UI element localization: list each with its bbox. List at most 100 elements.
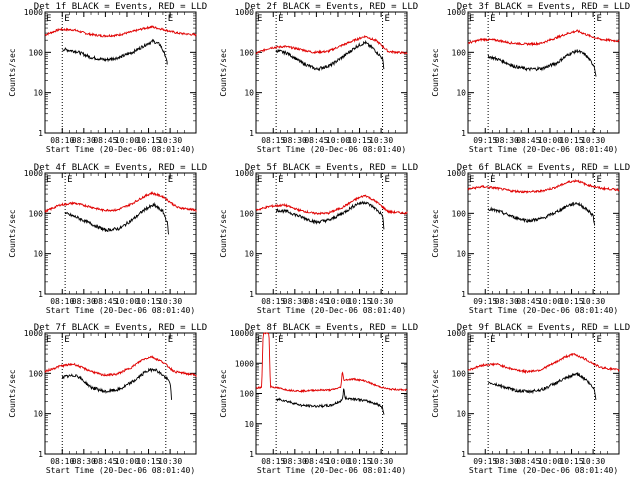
- x-tick-label: 10:30: [158, 457, 182, 466]
- x-tick-label: 10:00: [115, 297, 139, 306]
- x-tick-label: 10:15: [347, 457, 371, 466]
- x-tick-label: 08:45: [93, 297, 117, 306]
- x-tick-label: 10:30: [158, 136, 182, 145]
- y-tick-label: 1000: [24, 8, 43, 17]
- plot-frame: [44, 172, 197, 295]
- e-marker: E: [168, 14, 173, 24]
- detector-panel-9: Det 9f BLACK = Events, RED = LLD 1 10 100 10…: [431, 323, 630, 475]
- x-tick-label: 10:30: [581, 136, 605, 145]
- lld-series-line: [255, 194, 408, 216]
- x-tick-label: 08:45: [304, 457, 328, 466]
- x-tick-label: 08:30: [283, 457, 307, 466]
- plot-frame: [467, 11, 620, 134]
- x-tick-label: 08:30: [495, 136, 519, 145]
- panel-title: Det 7f BLACK = Events, RED = LLD: [34, 323, 207, 333]
- x-tick-label: 09:15: [473, 457, 497, 466]
- events-series-line: [275, 39, 385, 72]
- y-tick-label: 1000: [24, 169, 43, 178]
- x-axis-label: Start Time (20-Dec-06 08:01:40): [469, 306, 618, 315]
- x-tick-label: 10:15: [559, 297, 583, 306]
- x-tick-label: 10:00: [538, 136, 562, 145]
- panel-title: Det 1f BLACK = Events, RED = LLD: [34, 2, 207, 12]
- x-tick-label: 08:30: [72, 457, 96, 466]
- plot-frame: [255, 332, 408, 455]
- x-tick-label: 10:15: [559, 457, 583, 466]
- x-tick-label: 10:30: [581, 457, 605, 466]
- e-marker: E: [490, 175, 495, 185]
- y-axis-label: Counts/sec: [8, 48, 17, 96]
- x-tick-label: 10:00: [115, 457, 139, 466]
- y-tick-label: 1: [461, 450, 466, 459]
- events-series-line: [61, 367, 173, 400]
- panel-title: Det 2f BLACK = Events, RED = LLD: [245, 2, 418, 12]
- y-tick-label: 1: [461, 290, 466, 299]
- lld-series-line: [44, 355, 197, 378]
- y-tick-label: 10: [456, 410, 466, 419]
- x-tick-label: 08:30: [495, 297, 519, 306]
- lld-series-line: [255, 35, 408, 55]
- y-axis-label: Counts/sec: [219, 209, 228, 257]
- y-tick-label: 100: [29, 209, 44, 218]
- e-marker: E: [168, 175, 173, 185]
- events-series-line: [62, 38, 168, 65]
- x-axis-label: Start Time (20-Dec-06 08:01:40): [257, 466, 406, 475]
- y-tick-label: 100: [240, 390, 255, 399]
- panel-title: Det 3f BLACK = Events, RED = LLD: [457, 2, 630, 12]
- y-tick-label: 100: [240, 209, 255, 218]
- detector-panel-5: Det 5f BLACK = Events, RED = LLD 1 10 100 10…: [219, 163, 418, 315]
- e-marker: E: [278, 335, 283, 345]
- y-tick-label: 100: [452, 209, 467, 218]
- x-tick-label: 10:15: [347, 136, 371, 145]
- e-marker: E: [490, 335, 495, 345]
- x-tick-label: 08:45: [304, 297, 328, 306]
- e-marker: E: [385, 175, 390, 185]
- y-tick-label: 100: [452, 369, 467, 378]
- y-tick-label: 1000: [447, 329, 466, 338]
- panel-title: Det 8f BLACK = Events, RED = LLD: [245, 323, 418, 333]
- y-axis-label: Counts/sec: [8, 369, 17, 417]
- plot-frame: [467, 332, 620, 455]
- panel-title: Det 6f BLACK = Events, RED = LLD: [457, 163, 630, 173]
- x-tick-label: 10:30: [581, 297, 605, 306]
- x-tick-label: 08:15: [261, 457, 285, 466]
- y-axis-label: Counts/sec: [8, 209, 17, 257]
- y-tick-label: 100: [240, 48, 255, 57]
- x-tick-label: 10:00: [326, 297, 350, 306]
- e-marker: E: [67, 175, 72, 185]
- events-series-line: [487, 201, 596, 226]
- x-tick-label: 08:45: [93, 136, 117, 145]
- y-tick-label: 100: [452, 48, 467, 57]
- y-tick-label: 100: [29, 48, 44, 57]
- detector-panel-6: Det 6f BLACK = Events, RED = LLD 1 10 100 10…: [431, 163, 630, 315]
- y-tick-label: 1000: [235, 359, 254, 368]
- detector-panel-1: Det 1f BLACK = Events, RED = LLD 1 10 100 10…: [8, 2, 207, 154]
- y-tick-label: 1: [38, 450, 43, 459]
- x-axis-label: Start Time (20-Dec-06 08:01:40): [469, 466, 618, 475]
- y-tick-label: 1000: [24, 329, 43, 338]
- y-tick-label: 10: [33, 89, 43, 98]
- x-tick-label: 10:15: [559, 136, 583, 145]
- x-tick-label: 10:30: [369, 297, 393, 306]
- plot-frame: [255, 11, 408, 134]
- y-tick-label: 100: [29, 369, 44, 378]
- events-series-line: [64, 201, 170, 235]
- lld-series-line: [467, 178, 620, 194]
- x-tick-label: 09:15: [473, 136, 497, 145]
- y-axis-label: Counts/sec: [431, 209, 440, 257]
- x-tick-label: 08:30: [72, 297, 96, 306]
- x-tick-label: 08:15: [261, 297, 285, 306]
- x-axis-label: Start Time (20-Dec-06 08:01:40): [257, 145, 406, 154]
- x-tick-label: 09:15: [473, 297, 497, 306]
- y-tick-label: 10: [244, 420, 254, 429]
- y-tick-label: 10: [244, 250, 254, 259]
- x-tick-label: 08:10: [50, 136, 74, 145]
- x-tick-label: 08:45: [516, 457, 540, 466]
- lld-series-line: [44, 25, 197, 38]
- panel-title: Det 5f BLACK = Events, RED = LLD: [245, 163, 418, 173]
- detector-panel-3: Det 3f BLACK = Events, RED = LLD 1 10 100 10…: [431, 2, 630, 154]
- e-marker: E: [469, 335, 474, 345]
- x-tick-label: 08:10: [50, 457, 74, 466]
- x-tick-label: 08:10: [50, 297, 74, 306]
- x-tick-label: 10:00: [538, 457, 562, 466]
- lld-series-line: [255, 332, 408, 394]
